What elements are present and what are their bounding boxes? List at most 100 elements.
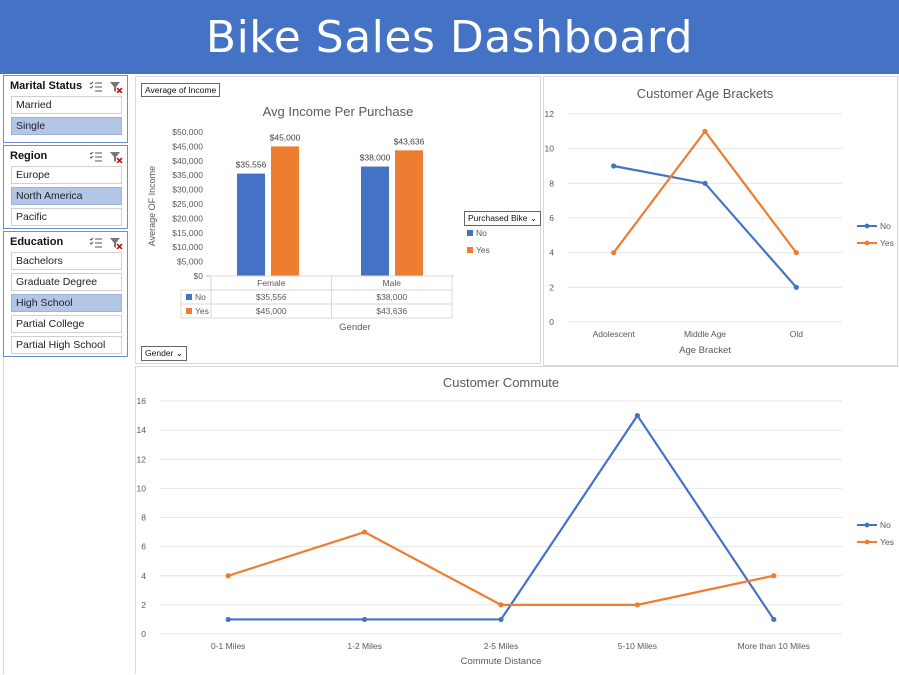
data-point-yes — [634, 602, 640, 608]
legend-key-no — [186, 294, 192, 300]
education-slicer[interactable]: Education Bachelors Graduate Degree High S… — [3, 231, 128, 357]
table-row — [180, 289, 453, 305]
y-tick-label: 2 — [141, 600, 146, 610]
y-tick-label: $30,000 — [172, 185, 203, 195]
clear-filter-icon[interactable] — [109, 236, 123, 250]
table-row — [180, 303, 453, 319]
x-tick-label: 0-1 Miles — [211, 641, 245, 651]
income-chart-panel: Avg Income Per Purchase $0 $5,000 $10,000 $1… — [135, 76, 542, 364]
y-tick-label: $35,000 — [172, 170, 203, 180]
slicer-item[interactable]: Graduate Degree — [11, 273, 122, 291]
y-tick-label: 10 — [137, 483, 147, 493]
y-tick-label: 4 — [549, 248, 554, 258]
slicer-title: Marital Status — [10, 80, 83, 92]
y-axis-label: Average OF Income — [147, 166, 157, 246]
legend-key-yes — [467, 247, 473, 253]
y-tick-label: 2 — [549, 282, 554, 292]
slicer-header: Region — [4, 146, 127, 166]
page-title: Bike Sales Dashboard — [205, 11, 694, 63]
slicer-item[interactable]: Partial College — [11, 315, 122, 333]
slicer-item[interactable]: Europe — [11, 166, 122, 184]
y-tick-label: 14 — [137, 425, 147, 435]
slicer-item[interactable]: Pacific — [11, 208, 122, 226]
slicer-header: Education — [4, 232, 127, 252]
purchased-bike-filter[interactable]: Purchased Bike ⌄ — [464, 211, 542, 226]
y-tick-label: $50,000 — [172, 127, 203, 137]
x-tick-label: 1-2 Miles — [347, 641, 381, 651]
data-point-no — [702, 180, 708, 186]
slicer-item[interactable]: Single — [11, 117, 122, 135]
purchased-bike-filter-label: Purchased Bike — [468, 213, 528, 223]
table-cell: $38,000 — [376, 292, 407, 302]
data-label: $38,000 — [360, 153, 391, 163]
x-tick-label: More than 10 Miles — [738, 641, 810, 651]
value-field-button[interactable]: Average of Income — [141, 83, 221, 97]
x-tick-label: 5-10 Miles — [618, 641, 657, 651]
data-point-no — [362, 616, 368, 623]
table-row-label: No — [195, 292, 206, 302]
table-cell: $43,636 — [376, 306, 407, 316]
chart-title: Avg Income Per Purchase — [263, 104, 414, 119]
y-tick-label: 4 — [141, 571, 146, 581]
y-tick-label: 12 — [137, 454, 147, 464]
chevron-down-icon: ⌄ — [529, 213, 538, 223]
data-label: $35,556 — [236, 160, 267, 170]
data-point-no — [793, 284, 799, 290]
y-tick-label: $25,000 — [172, 199, 203, 209]
slicer-item[interactable]: Married — [11, 96, 122, 114]
y-tick-label: $45,000 — [172, 141, 203, 151]
y-tick-label: 0 — [141, 629, 146, 639]
clear-filter-icon[interactable] — [109, 150, 123, 164]
slicer-title: Education — [10, 236, 64, 248]
x-axis-label: Commute Distance — [461, 656, 542, 667]
x-tick-label: Adolescent — [593, 329, 636, 339]
legend-marker-yes — [864, 539, 870, 545]
multi-select-icon[interactable] — [89, 80, 103, 92]
multi-select-icon[interactable] — [89, 150, 103, 162]
commute-chart-panel: Customer Commute 0 2 4 6 8 10 12 14 16 0-1 Miles 1-… — [135, 366, 899, 674]
y-tick-label: 6 — [549, 213, 554, 223]
commute-chart: Customer Commute 0 2 4 6 8 10 12 14 16 0-1 Miles 1-… — [137, 375, 894, 667]
age-chart: Customer Age Brackets 0 2 4 6 8 10 12 Adolescent… — [545, 86, 894, 356]
x-tick-label: Old — [790, 329, 804, 339]
multi-select-icon[interactable] — [89, 236, 103, 248]
dashboard-header: Bike Sales Dashboard — [0, 0, 899, 74]
data-point-no — [771, 616, 777, 623]
x-axis-label: Gender — [339, 322, 371, 333]
table-cell: $35,556 — [256, 292, 287, 302]
slicer-item[interactable]: North America — [11, 187, 122, 205]
slicer-item[interactable]: High School — [11, 294, 122, 312]
data-point-yes — [225, 573, 231, 579]
legend-label: No — [880, 520, 891, 530]
data-point-no — [498, 616, 504, 623]
gender-filter[interactable]: Gender ⌄ — [141, 346, 187, 361]
legend-marker-yes — [864, 240, 870, 246]
y-tick-label: 6 — [141, 542, 146, 552]
data-label: $43,636 — [394, 136, 425, 146]
y-tick-label: $0 — [194, 271, 204, 281]
chart-title: Customer Age Brackets — [637, 86, 774, 101]
legend-key-no — [467, 230, 473, 236]
y-tick-label: 16 — [137, 396, 147, 406]
legend-label: No — [880, 221, 891, 231]
y-tick-label: $20,000 — [172, 213, 203, 223]
legend-marker-no — [864, 522, 870, 528]
series-line-yes — [227, 530, 775, 606]
region-slicer[interactable]: Region Europe North America Pacific — [3, 145, 128, 229]
slicer-column-border — [3, 74, 4, 674]
legend-label: No — [476, 228, 487, 238]
marital-status-slicer[interactable]: Marital Status Married Single — [3, 75, 128, 143]
x-tick-label: Middle Age — [684, 329, 726, 339]
slicer-item[interactable]: Bachelors — [11, 252, 122, 270]
slicer-item[interactable]: Partial High School — [11, 336, 122, 354]
data-point-no — [611, 163, 617, 169]
y-tick-label: 0 — [549, 317, 554, 327]
bar-no-male — [361, 166, 389, 276]
x-axis-label: Age Bracket — [679, 345, 731, 356]
income-chart: Avg Income Per Purchase $0 $5,000 $10,000 $1… — [147, 104, 490, 333]
y-tick-label: 8 — [549, 178, 554, 188]
legend-label: Yes — [880, 238, 894, 248]
clear-filter-icon[interactable] — [109, 80, 123, 94]
chart-title: Customer Commute — [443, 375, 559, 390]
y-tick-label: $40,000 — [172, 156, 203, 166]
